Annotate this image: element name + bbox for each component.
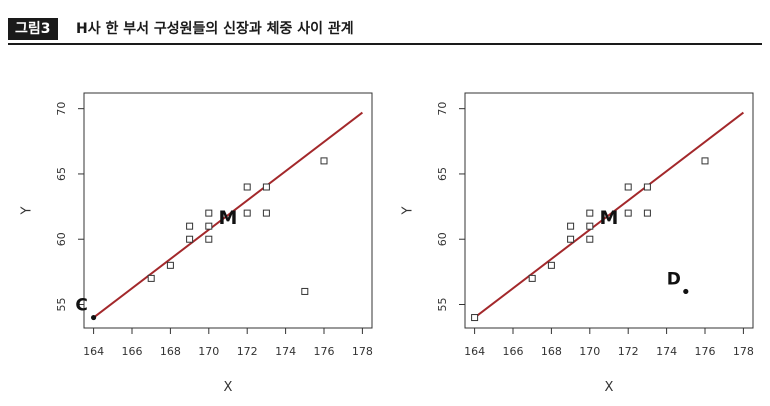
data-point [243, 183, 251, 191]
x-tick-label: 168 [541, 345, 562, 358]
y-tick-label: 70 [436, 102, 449, 116]
y-axis-label: Y [20, 206, 35, 215]
data-point [528, 274, 536, 282]
point-m-label: M [219, 207, 238, 229]
x-tick-label: 172 [618, 345, 639, 358]
x-tick-label: 164 [83, 345, 104, 358]
x-tick-label: 170 [579, 345, 600, 358]
data-point [471, 314, 479, 322]
data-point [186, 235, 194, 243]
data-point [262, 209, 270, 217]
x-tick-label: 164 [464, 345, 485, 358]
point-c-dot [91, 314, 97, 321]
data-point [186, 222, 194, 230]
header-rule [8, 43, 762, 45]
data-point [586, 235, 594, 243]
data-point [567, 222, 575, 230]
point-m-label: M [600, 207, 619, 229]
data-point [586, 222, 594, 230]
data-point [166, 261, 174, 269]
x-tick-label: 174 [656, 345, 677, 358]
y-tick-label: 65 [55, 167, 68, 181]
y-axis-label: Y [401, 206, 416, 215]
data-point [205, 209, 213, 217]
data-point [262, 183, 270, 191]
y-tick-label: 55 [55, 298, 68, 312]
x-axis-label: X [605, 380, 614, 395]
regression-line [92, 111, 364, 319]
x-tick-label: 172 [237, 345, 258, 358]
y-tick-label: 60 [55, 232, 68, 246]
point-d-label: D [667, 269, 681, 289]
data-point [205, 235, 213, 243]
x-tick-label: 176 [695, 345, 716, 358]
data-point [567, 235, 575, 243]
figure-header: 그림3 H사 한 부서 구성원들의 신장과 체중 사이 관계 [8, 16, 762, 46]
x-tick-label: 170 [198, 345, 219, 358]
x-tick-label: 168 [160, 345, 181, 358]
x-tick-label: 178 [733, 345, 754, 358]
data-point [320, 157, 328, 165]
data-point [243, 209, 251, 217]
x-tick-label: 178 [352, 345, 373, 358]
point-d-dot [683, 288, 689, 295]
x-tick-label: 174 [275, 345, 296, 358]
figure-badge: 그림3 [8, 18, 58, 40]
data-point [643, 183, 651, 191]
x-tick-label: 166 [503, 345, 524, 358]
x-tick-label: 166 [122, 345, 143, 358]
chart-1: 164 166 168 170 172 174 176 178 55 60 65 70 X Y C M [20, 92, 373, 395]
chart-2: 164 166 168 170 172 174 176 178 55 60 65 70 X Y D M [401, 92, 754, 395]
regression-line [473, 111, 745, 319]
data-point [624, 209, 632, 217]
data-point [701, 157, 709, 165]
data-point [147, 274, 155, 282]
y-tick-label: 55 [436, 298, 449, 312]
plot-frame [83, 92, 373, 329]
y-tick-label: 65 [436, 167, 449, 181]
data-point [301, 287, 309, 295]
data-point [547, 261, 555, 269]
y-tick-label: 70 [55, 102, 68, 116]
data-point [205, 222, 213, 230]
x-axis-label: X [224, 380, 233, 395]
point-c-label: C [75, 296, 87, 316]
data-point [586, 209, 594, 217]
y-tick-label: 60 [436, 232, 449, 246]
figure-title: H사 한 부서 구성원들의 신장과 체중 사이 관계 [76, 21, 354, 37]
data-point [643, 209, 651, 217]
plot-frame [464, 92, 754, 329]
data-point [624, 183, 632, 191]
x-tick-label: 176 [314, 345, 335, 358]
